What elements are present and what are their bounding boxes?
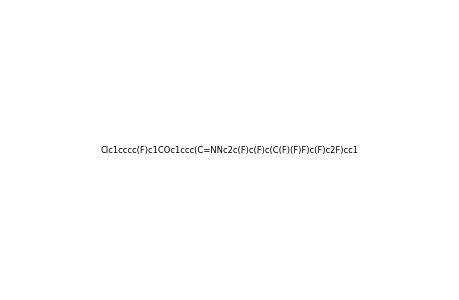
Text: Clc1cccc(F)c1COc1ccc(C=NNc2c(F)c(F)c(C(F)(F)F)c(F)c2F)cc1: Clc1cccc(F)c1COc1ccc(C=NNc2c(F)c(F)c(C(F… [101, 146, 358, 154]
